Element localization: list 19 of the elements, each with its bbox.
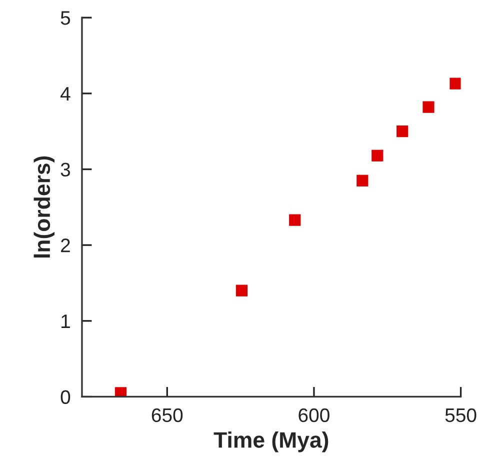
x-tick-label: 600 <box>298 408 330 422</box>
x-tick-label: 650 <box>152 408 183 422</box>
point <box>289 214 301 226</box>
point <box>396 126 408 138</box>
y-tick-label: 0 <box>60 390 70 404</box>
x-axis-title: Time (Mya) <box>214 432 328 452</box>
y-tick-label: 4 <box>60 87 70 100</box>
x-tick-label: 550 <box>445 408 476 422</box>
y-tick-label: 3 <box>60 162 70 177</box>
point <box>450 78 461 90</box>
point <box>356 174 368 186</box>
y-axis-title: ln(orders) <box>34 156 54 258</box>
y-tick-label: 1 <box>62 314 70 328</box>
point <box>236 284 248 296</box>
point <box>372 150 384 162</box>
point <box>114 387 127 397</box>
point <box>422 101 434 113</box>
y-tick-label: 2 <box>61 238 70 252</box>
y-tick-label: 5 <box>60 11 70 25</box>
